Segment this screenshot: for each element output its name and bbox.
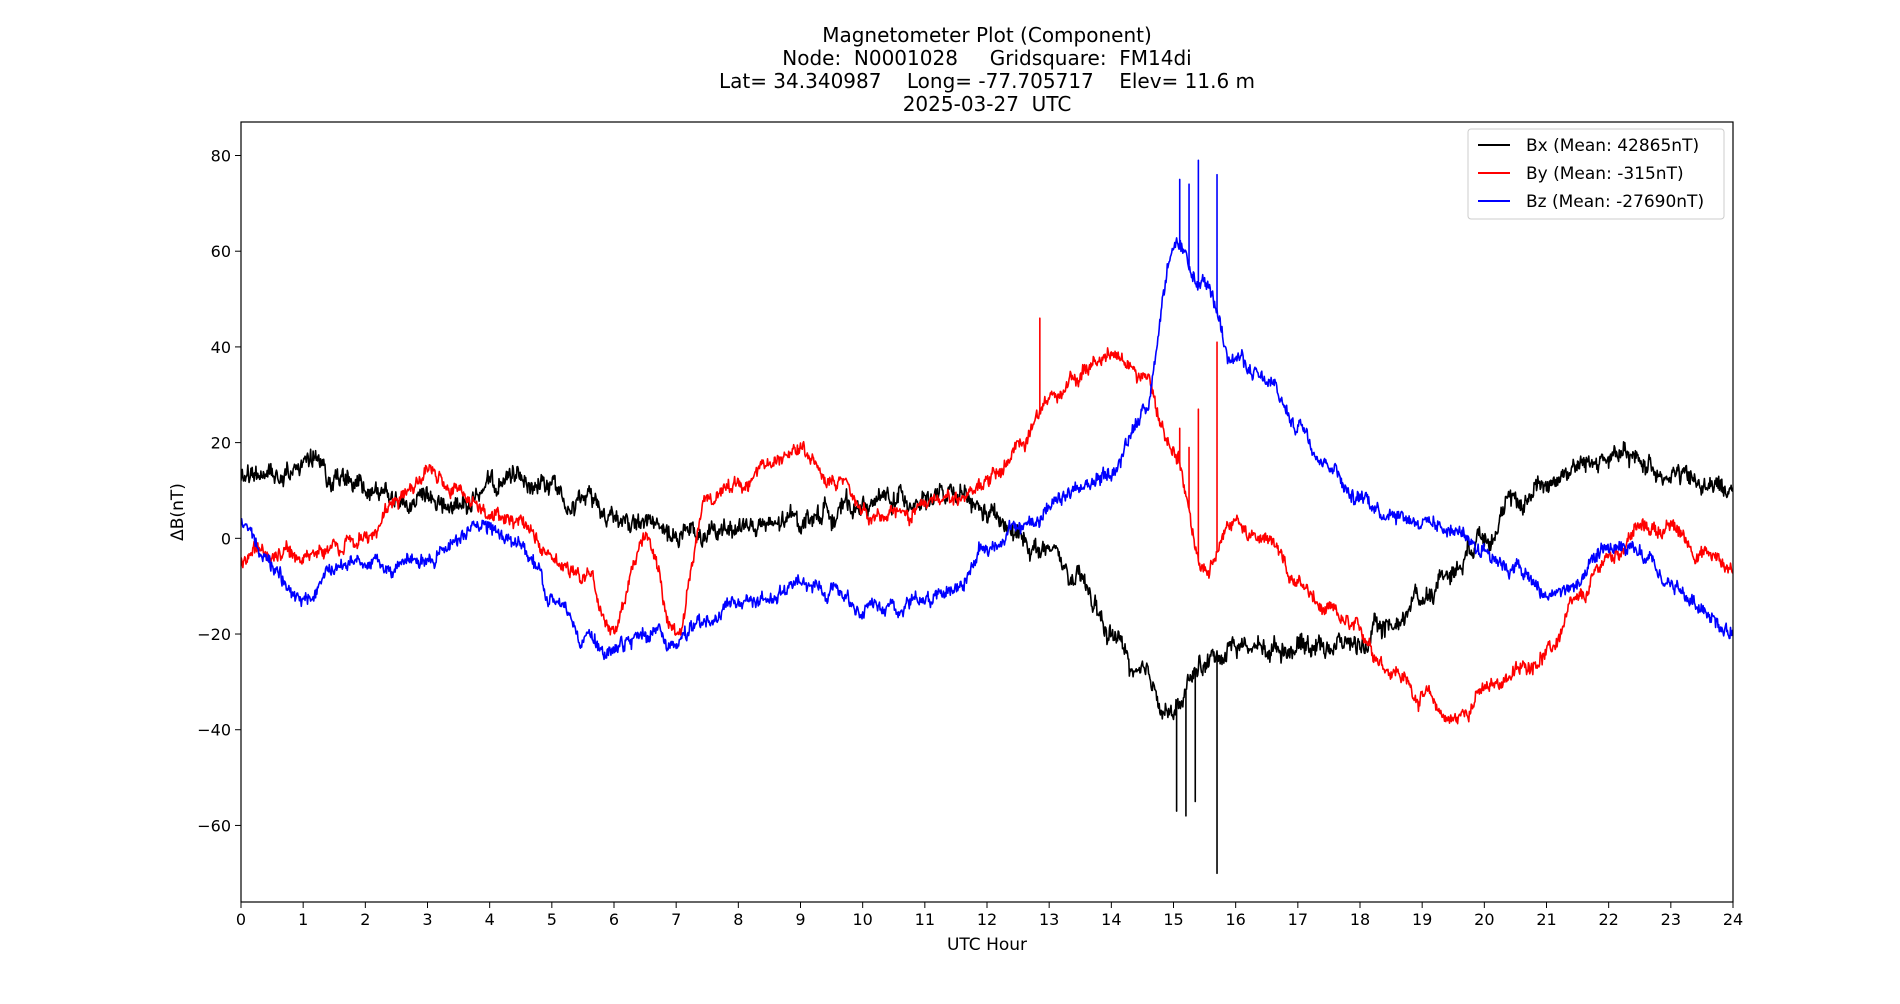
y-tick-label: 40 [211,338,231,357]
x-tick-label: 3 [422,910,432,929]
title-line-4: 2025-03-27 UTC [903,92,1072,116]
x-tick-label: 24 [1723,910,1743,929]
y-tick-label: −20 [197,625,231,644]
x-tick-label: 11 [915,910,935,929]
series-line-by [241,317,1733,725]
legend-box [1467,128,1725,220]
y-tick-label: 0 [221,529,231,548]
legend: Bx (Mean: 42865nT) By (Mean: -315nT) Bz … [1467,128,1725,220]
x-tick-label: 9 [795,910,805,929]
x-tick-label: 23 [1661,910,1681,929]
x-tick-label: 12 [977,910,997,929]
y-tick-label: 20 [211,434,231,453]
x-axis-label: UTC Hour [947,935,1027,955]
x-tick-label: 7 [671,910,681,929]
legend-label-bx: Bx (Mean: 42865nT) [1526,136,1699,156]
x-tick-label: 2 [360,910,370,929]
x-tick-label: 6 [609,910,619,929]
title-line-2: Node: N0001028 Gridsquare: FM14di [782,46,1192,70]
title-line-1: Magnetometer Plot (Component) [822,23,1152,47]
y-axis-ticks: −60 −40 −20 0 20 40 60 80 [197,146,241,835]
legend-label-by: By (Mean: -315nT) [1526,164,1684,184]
x-tick-label: 10 [852,910,872,929]
x-tick-label: 0 [236,910,246,929]
x-tick-label: 17 [1288,910,1308,929]
x-tick-label: 22 [1598,910,1618,929]
x-tick-label: 20 [1474,910,1494,929]
chart-title: Magnetometer Plot (Component) Node: N000… [719,23,1255,116]
x-tick-label: 4 [485,910,495,929]
series-line-bx [241,440,1733,875]
y-tick-label: −60 [197,816,231,835]
x-tick-label: 13 [1039,910,1059,929]
y-tick-label: −40 [197,721,231,740]
x-tick-label: 15 [1163,910,1183,929]
x-axis-ticks: 0 1 2 3 4 5 6 7 8 9 10 11 12 13 14 15 16 17 18 19 20 21 22 23 24 [236,902,1743,929]
y-tick-label: 80 [211,146,231,165]
y-axis-label: ΔB(nT) [168,483,188,541]
x-tick-label: 18 [1350,910,1370,929]
title-line-3: Lat= 34.340987 Long= -77.705717 Elev= 11… [719,69,1255,93]
x-tick-label: 14 [1101,910,1121,929]
x-tick-label: 19 [1412,910,1432,929]
x-tick-label: 16 [1225,910,1245,929]
x-tick-label: 21 [1536,910,1556,929]
x-tick-label: 1 [298,910,308,929]
series-lines [241,159,1733,875]
series-line-bz [241,159,1733,661]
y-tick-label: 60 [211,242,231,261]
legend-label-bz: Bz (Mean: -27690nT) [1526,192,1704,212]
x-tick-label: 5 [547,910,557,929]
x-tick-label: 8 [733,910,743,929]
